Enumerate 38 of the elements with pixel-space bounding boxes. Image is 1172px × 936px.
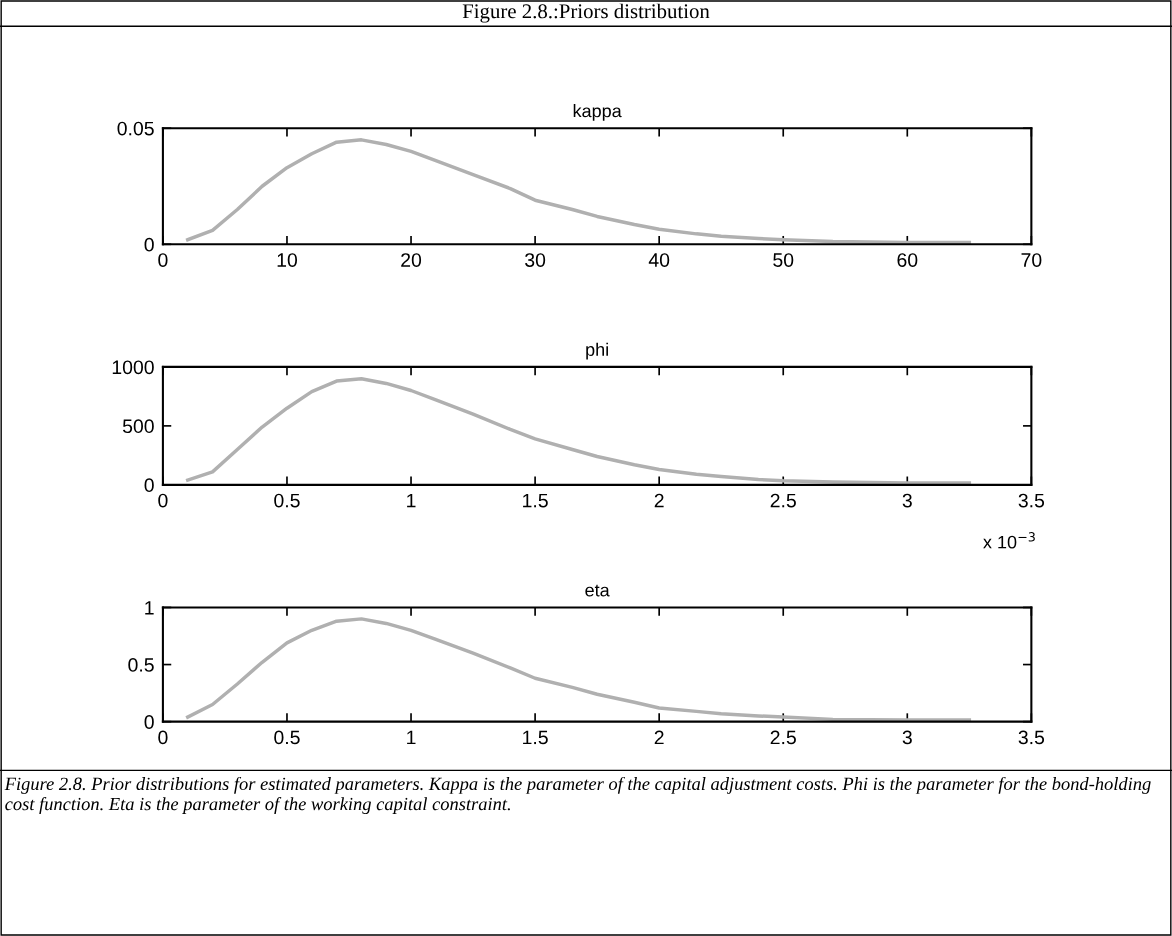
x-tick-label: 3.5 [1018, 730, 1045, 745]
chart-title: kappa [573, 104, 622, 121]
y-tick-label: 1 [145, 601, 154, 615]
x-tick-label: 3 [902, 493, 912, 508]
x-tick-label: 1.5 [523, 493, 548, 508]
x-tick-label: 60 [897, 253, 918, 267]
x-tick-label: 1 [407, 730, 416, 745]
x-tick-label: 0 [158, 493, 168, 508]
x-tick-label: 1.5 [523, 730, 548, 745]
y-tick-label: 0 [144, 478, 154, 493]
x-tick-label: 50 [773, 253, 794, 267]
x-tick-label: 2 [654, 730, 664, 745]
x-tick-label: 3 [902, 730, 912, 745]
x-tick-label: 0 [158, 730, 168, 745]
y-tick-label: 0 [144, 237, 154, 252]
x-tick-label: 20 [401, 253, 422, 267]
x-tick-label: 2 [654, 493, 664, 508]
chart-title: phi [586, 342, 608, 360]
caption: Figure 2.8. Prior distributions for estimated parameters. Kappa is the parameter of the capital adjustment costs. Phi is the parameter for the bond-holding cost function. Eta is the parameter of the working capital constraint. [4, 776, 1151, 815]
x-tick-label: 0 [158, 253, 168, 267]
y-tick-label: 1000 [112, 360, 154, 375]
x-tick-label: 2.5 [770, 730, 796, 745]
x-tick-label: 30 [525, 253, 546, 267]
x-tick-label: 1 [407, 493, 416, 508]
y-tick-label: 500 [122, 419, 154, 434]
x-tick-label: 3.5 [1018, 493, 1045, 508]
x-tick-label: 70 [1021, 253, 1042, 267]
x-tick-label: 2.5 [770, 493, 796, 508]
chart-title: eta [585, 584, 610, 597]
y-tick-label: 0 [144, 715, 154, 729]
x-tick-label: 10 [277, 253, 298, 267]
x-tick-label: 0.5 [274, 493, 300, 508]
y-tick-label: 0.5 [128, 658, 154, 672]
x-tick-label: 0.5 [274, 730, 300, 745]
x-tick-label: 40 [648, 253, 670, 267]
y-tick-label: 0.05 [117, 121, 154, 136]
text: x 10$^{−3}$ [983, 532, 1035, 549]
text: Figure 2.8.:Priors distribution [462, 3, 710, 23]
